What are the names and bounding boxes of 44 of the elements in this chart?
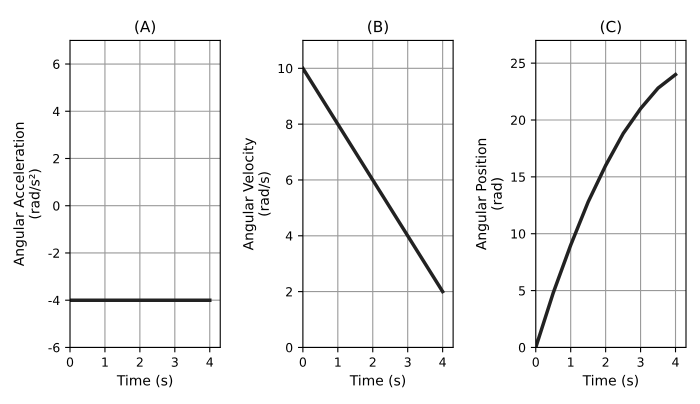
y-tick-label: 0 [518, 342, 526, 352]
y-tick-label: 10 [278, 64, 292, 74]
y-axis-title: Angular Position (rad) [476, 138, 504, 250]
x-axis-title: Time (s) [116, 374, 172, 388]
x-tick-label: 1 [335, 358, 341, 367]
x-tick-label: 3 [172, 357, 178, 367]
x-tick-label: 2 [136, 357, 143, 367]
y-tick-label: 4 [52, 106, 60, 116]
y-tick-label: 2 [53, 154, 60, 164]
x-tick-label: 1 [102, 358, 108, 367]
y-axis-title: Angular Velocity (rad/s) [242, 138, 271, 250]
y-tick-label: 6 [53, 59, 60, 69]
y-tick-label: -2 [48, 248, 60, 258]
y-axis-title: Angular Acceleration (rad/s²) [13, 122, 42, 266]
y-tick-label: 15 [512, 172, 525, 182]
y-tick-label: 4 [286, 231, 292, 241]
y-tick-label: 5 [519, 286, 525, 296]
y-tick-label: -4 [48, 296, 60, 305]
x-axis-title: Time (s) [582, 374, 638, 388]
y-tick-label: 6 [286, 175, 292, 185]
x-tick-label: 4 [439, 358, 446, 367]
x-tick-label: 3 [404, 357, 411, 367]
y-tick-label: 0 [53, 201, 60, 211]
chart-title: (B) [368, 20, 388, 34]
x-tick-label: 4 [672, 358, 679, 367]
x-tick-label: 0 [66, 357, 74, 367]
y-tick-label: 8 [286, 120, 292, 130]
chart-title: (A) [135, 20, 155, 34]
y-tick-label: 0 [286, 342, 292, 352]
x-tick-label: 2 [602, 357, 608, 367]
chart-title: (C) [600, 20, 621, 34]
x-tick-label: 1 [568, 358, 574, 367]
y-tick-label: -6 [48, 342, 60, 352]
y-tick-label: 25 [511, 58, 525, 68]
x-tick-label: 3 [638, 357, 644, 367]
x-axis-title: Time (s) [350, 374, 406, 388]
y-tick-label: 2 [286, 287, 292, 296]
y-tick-label: 10 [512, 229, 526, 239]
x-tick-label: 2 [370, 357, 376, 367]
x-tick-label: 0 [300, 357, 306, 367]
x-tick-label: 0 [532, 357, 539, 367]
x-tick-label: 4 [206, 358, 214, 367]
line-series [536, 72, 678, 348]
y-tick-label: 20 [511, 115, 526, 125]
